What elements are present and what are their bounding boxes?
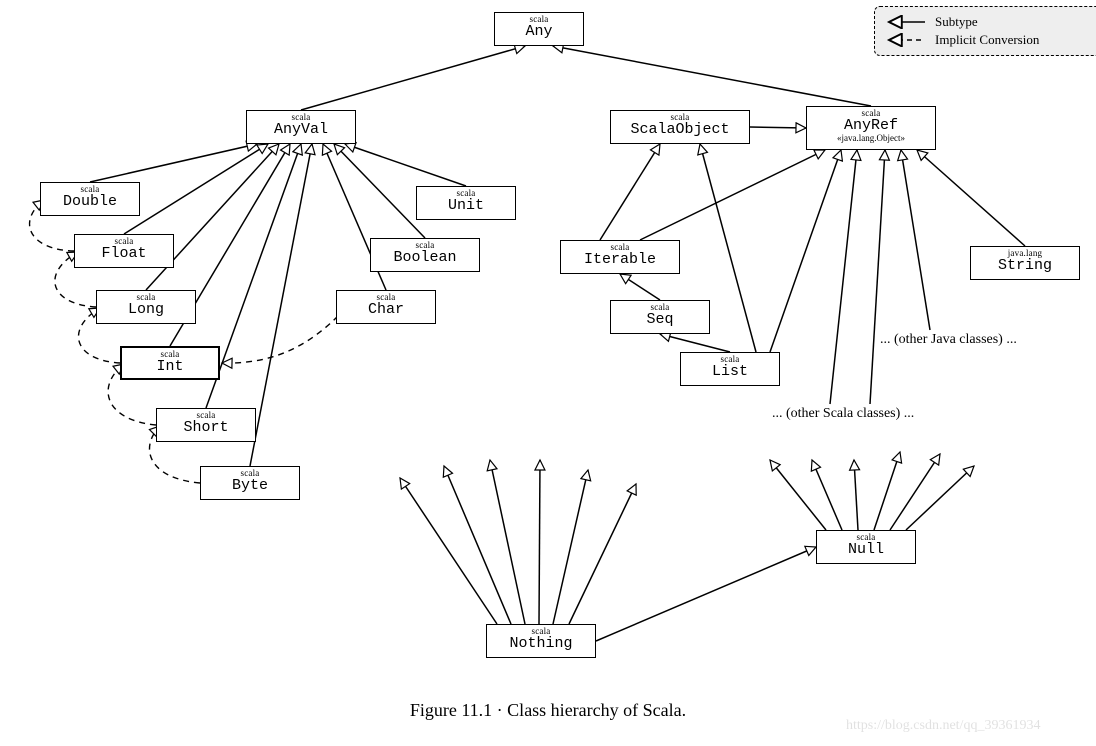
node-anyval: scalaAnyVal	[246, 110, 356, 144]
node-null: scalaNull	[816, 530, 916, 564]
node-name: Iterable	[567, 252, 673, 268]
node-long: scalaLong	[96, 290, 196, 324]
node-name: Short	[163, 420, 249, 436]
node-unit: scalaUnit	[416, 186, 516, 220]
node-name: Long	[103, 302, 189, 318]
subtype-edge	[400, 478, 497, 624]
subtype-edge	[250, 144, 312, 466]
node-name: List	[687, 364, 773, 380]
node-name: Unit	[423, 198, 509, 214]
node-name: Byte	[207, 478, 293, 494]
node-name: AnyRef	[813, 118, 929, 134]
subtype-edge	[812, 460, 842, 530]
subtype-edge	[539, 460, 540, 624]
subtype-edge	[301, 46, 525, 110]
subtype-edge	[917, 150, 1025, 246]
subtype-edge	[569, 484, 636, 624]
subtype-edge	[596, 547, 816, 641]
subtype-edge	[750, 127, 806, 128]
node-name: Seq	[617, 312, 703, 328]
node-list: scalaList	[680, 352, 780, 386]
subtype-edge	[444, 466, 511, 624]
subtype-edge	[553, 46, 871, 106]
subtype-edge	[660, 334, 730, 352]
diagram-canvas: scalaAny scalaAnyVal scalaScalaObject scala…	[0, 0, 1096, 746]
node-float: scalaFloat	[74, 234, 174, 268]
node-nothing: scalaNothing	[486, 624, 596, 658]
subtype-edge	[901, 150, 930, 330]
subtype-edge	[206, 144, 301, 408]
node-seq: scalaSeq	[610, 300, 710, 334]
legend-label-subtype: Subtype	[935, 14, 978, 30]
subtype-edge	[146, 144, 279, 290]
node-boolean: scalaBoolean	[370, 238, 480, 272]
watermark-text: https://blog.csdn.net/qq_39361934	[846, 718, 1040, 734]
subtype-edge	[870, 150, 885, 404]
subtype-edge	[124, 144, 268, 234]
node-name: Float	[81, 246, 167, 262]
subtype-edge	[854, 460, 858, 530]
node-anyref: scalaAnyRef«java.lang.Object»	[806, 106, 936, 150]
subtype-edge	[874, 452, 900, 530]
node-char: scalaChar	[336, 290, 436, 324]
subtype-edge	[600, 144, 660, 240]
node-note: «java.lang.Object»	[813, 134, 929, 143]
node-string: java.langString	[970, 246, 1080, 280]
legend-box: Subtype Implicit Conversion	[874, 6, 1096, 56]
node-name: Double	[47, 194, 133, 210]
subtype-edge	[770, 460, 826, 530]
node-name: Any	[501, 24, 577, 40]
node-name: Nothing	[493, 636, 589, 652]
annotation-1: ... (other Scala classes) ...	[772, 406, 914, 422]
node-int: scalaInt	[120, 346, 220, 380]
subtype-edge	[334, 144, 425, 238]
annotation-0: ... (other Java classes) ...	[880, 332, 1017, 348]
subtype-edge	[345, 144, 466, 186]
legend-row-implicit: Implicit Conversion	[883, 31, 1093, 49]
subtype-edge	[770, 150, 841, 352]
subtype-edge	[890, 454, 940, 530]
node-name: String	[977, 258, 1073, 274]
node-name: ScalaObject	[617, 122, 743, 138]
node-short: scalaShort	[156, 408, 256, 442]
node-name: Int	[128, 359, 212, 375]
node-scalaobj: scalaScalaObject	[610, 110, 750, 144]
subtype-edge	[90, 144, 257, 182]
implicit-edge-char-to-int	[222, 316, 338, 363]
node-byte: scalaByte	[200, 466, 300, 500]
subtype-edge	[640, 150, 825, 240]
node-double: scalaDouble	[40, 182, 140, 216]
subtype-edge	[906, 466, 974, 530]
legend-row-subtype: Subtype	[883, 13, 1093, 31]
node-name: AnyVal	[253, 122, 349, 138]
node-name: Boolean	[377, 250, 473, 266]
node-any: scalaAny	[494, 12, 584, 46]
node-name: Char	[343, 302, 429, 318]
subtype-edge	[620, 274, 660, 300]
subtype-edge	[553, 470, 588, 624]
node-name: Null	[823, 542, 909, 558]
subtype-edge	[830, 150, 857, 404]
node-iterable: scalaIterable	[560, 240, 680, 274]
legend-label-implicit: Implicit Conversion	[935, 32, 1039, 48]
subtype-edge	[490, 460, 525, 624]
